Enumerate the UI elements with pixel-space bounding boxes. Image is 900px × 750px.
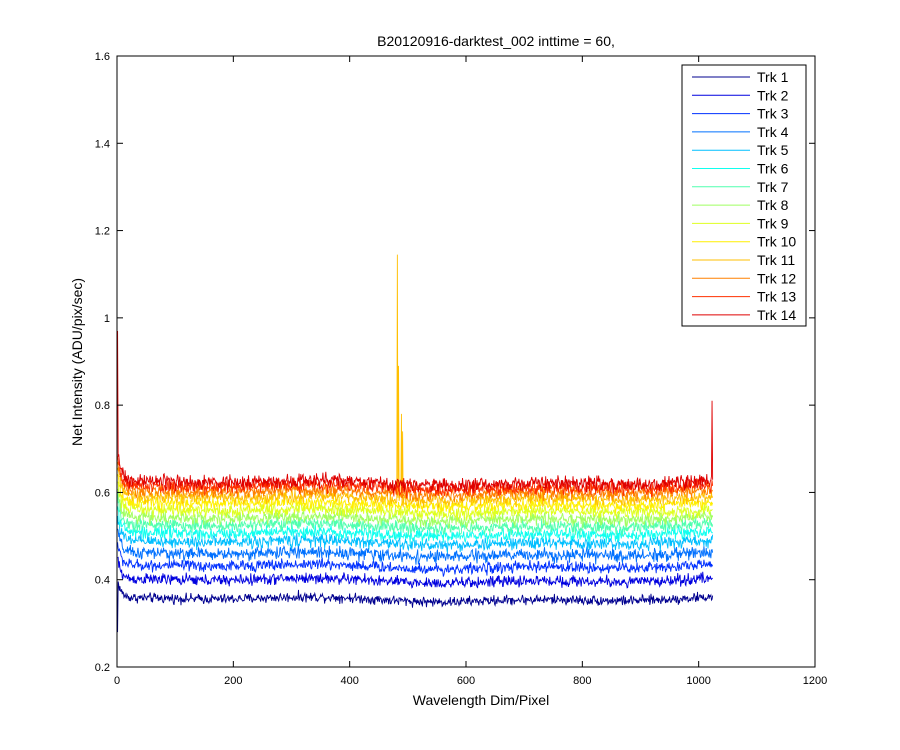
legend-label-trk-3: Trk 3 [757, 106, 789, 122]
chart-title: B20120916-darktest_002 inttime = 60, [377, 33, 615, 49]
x-tick-label: 1000 [686, 675, 710, 687]
y-tick-label: 0.2 [95, 662, 110, 674]
legend: Trk 1 Trk 2 Trk 3 Trk 4 Trk 5 Trk 6 Trk 7 Trk 8… [681, 64, 807, 327]
legend-label-trk-1: Trk 1 [757, 69, 789, 85]
legend-box [681, 64, 807, 327]
series-line-trk-8 [117, 488, 714, 530]
x-tick-label: 600 [457, 675, 475, 687]
legend-label-trk-14: Trk 14 [757, 307, 796, 323]
series-line-trk-6 [117, 506, 713, 545]
x-tick-label: 400 [340, 675, 358, 687]
y-tick-label: 0.4 [95, 575, 110, 587]
y-tick-label: 1 [104, 313, 110, 325]
legend-label-trk-2: Trk 2 [757, 87, 789, 103]
series-line-trk-3 [117, 542, 714, 577]
series-line-trk-5 [117, 515, 714, 554]
legend-label-trk-12: Trk 12 [757, 270, 796, 286]
series-line-trk-1 [117, 581, 714, 633]
legend-label-trk-8: Trk 8 [757, 197, 789, 213]
series-line-trk-14 [117, 330, 714, 494]
x-tick-label: 200 [224, 675, 242, 687]
legend-label-trk-9: Trk 9 [757, 215, 789, 231]
y-tick-label: 0.8 [95, 400, 110, 412]
x-tick-label: 800 [573, 675, 591, 687]
y-tick-label: 0.6 [95, 487, 110, 499]
legend-label-trk-7: Trk 7 [757, 179, 789, 195]
y-tick-label: 1.2 [95, 226, 110, 238]
x-axis-label: Wavelength Dim/Pixel [413, 692, 549, 708]
legend-label-trk-4: Trk 4 [757, 124, 789, 140]
y-tick-label: 1.6 [95, 51, 110, 63]
legend-label-trk-6: Trk 6 [757, 161, 789, 177]
series-line-trk-2 [117, 556, 713, 589]
series-line-trk-7 [117, 491, 714, 537]
ticks-layer: 0 200 400 600 800 1000 1200 0.2 0.4 0.6 0.8 1 1.2 1.4… [95, 51, 828, 687]
legend-label-trk-5: Trk 5 [757, 142, 789, 158]
series-line-trk-4 [117, 528, 714, 565]
series-line-trk-10 [117, 474, 714, 514]
legend-label-trk-11: Trk 11 [757, 252, 795, 268]
y-tick-label: 1.4 [95, 138, 110, 150]
legend-label-trk-10: Trk 10 [757, 234, 796, 250]
legend-label-trk-13: Trk 13 [757, 289, 796, 305]
series-line-trk-9 [117, 481, 713, 522]
series-layer [117, 254, 714, 633]
x-tick-label: 1200 [803, 675, 827, 687]
series-line-trk-11 [117, 254, 714, 509]
y-axis-label: Net Intensity (ADU/pix/sec) [69, 278, 85, 446]
x-tick-label: 0 [114, 675, 120, 687]
